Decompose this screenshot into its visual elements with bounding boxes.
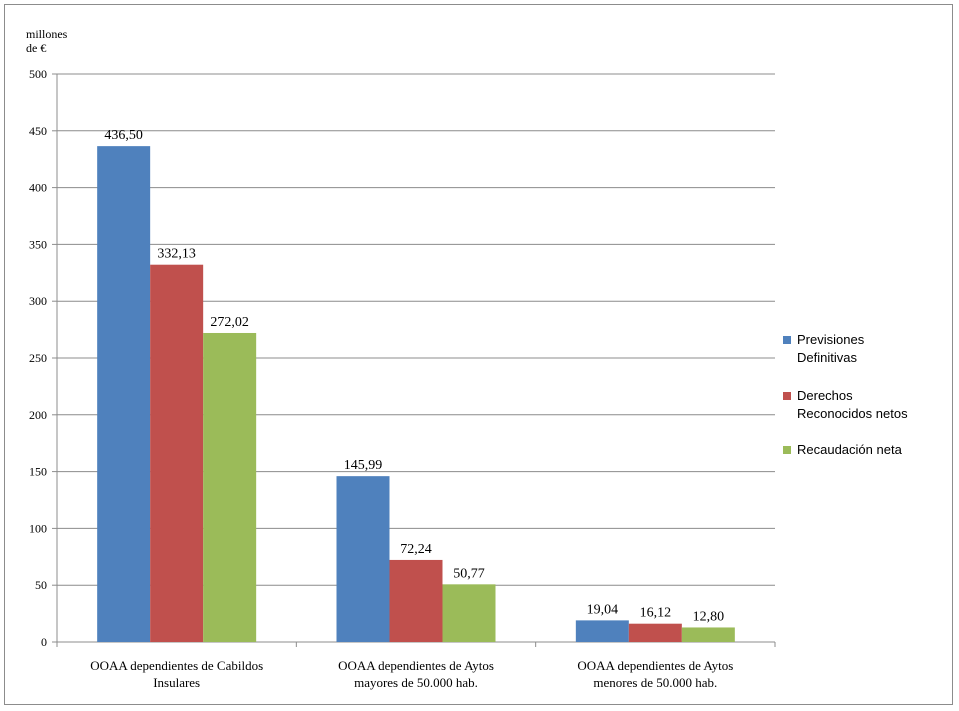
data-label: 332,13 bbox=[157, 247, 196, 262]
x-category-label: mayores de 50.000 hab. bbox=[354, 675, 478, 690]
unit-label-line: de € bbox=[26, 41, 46, 55]
data-label: 272,02 bbox=[210, 315, 249, 330]
bar bbox=[389, 559, 443, 642]
data-label: 16,12 bbox=[640, 606, 672, 621]
y-tick-label: 450 bbox=[29, 124, 47, 138]
data-label: 72,24 bbox=[400, 542, 432, 557]
data-label: 50,77 bbox=[453, 566, 485, 581]
legend-label: Previsiones bbox=[797, 332, 865, 347]
x-category-label: Insulares bbox=[153, 675, 200, 690]
y-tick-label: 0 bbox=[41, 635, 47, 649]
x-category-label: menores de 50.000 hab. bbox=[593, 675, 717, 690]
unit-label-line: millones bbox=[26, 27, 68, 41]
legend-swatch bbox=[783, 336, 791, 344]
y-tick-label: 300 bbox=[29, 294, 47, 308]
x-category-label: OOAA dependientes de Aytos bbox=[577, 658, 733, 673]
data-label: 145,99 bbox=[344, 458, 383, 473]
y-tick-label: 250 bbox=[29, 351, 47, 365]
bar bbox=[442, 584, 496, 642]
y-tick-label: 50 bbox=[35, 578, 47, 592]
y-tick-label: 100 bbox=[29, 521, 47, 535]
data-label: 436,50 bbox=[104, 128, 143, 143]
bar bbox=[681, 627, 735, 642]
data-labels: 436,50 332,13 272,02 145,99 72,24 50,77 19,04 1… bbox=[104, 128, 724, 624]
y-tick-label: 150 bbox=[29, 465, 47, 479]
y-tick-label: 400 bbox=[29, 181, 47, 195]
x-category-label: OOAA dependientes de Aytos bbox=[338, 658, 494, 673]
bars bbox=[97, 146, 735, 643]
bar bbox=[150, 264, 204, 642]
bar bbox=[628, 623, 682, 642]
y-tick-label: 350 bbox=[29, 237, 47, 251]
bar bbox=[575, 620, 629, 642]
y-tick-label: 500 bbox=[29, 67, 47, 81]
y-tick-labels: 0 50 100 150 200 250 300 350 400 450 500 bbox=[29, 67, 47, 649]
y-tick-label: 200 bbox=[29, 408, 47, 422]
x-category-labels: OOAA dependientes de Cabildos Insulares OO… bbox=[90, 658, 733, 690]
bar bbox=[203, 332, 257, 642]
bar bbox=[97, 146, 151, 643]
legend-swatch bbox=[783, 392, 791, 400]
legend: Previsiones Definitivas Derechos Reconocido… bbox=[783, 332, 908, 457]
legend-label: Definitivas bbox=[797, 350, 857, 365]
bar bbox=[336, 476, 390, 642]
legend-swatch bbox=[783, 446, 791, 454]
x-category-label: OOAA dependientes de Cabildos bbox=[90, 658, 263, 673]
data-label: 19,04 bbox=[587, 602, 619, 617]
legend-label: Derechos bbox=[797, 388, 853, 403]
legend-label: Recaudación neta bbox=[797, 442, 903, 457]
data-label: 12,80 bbox=[693, 609, 725, 624]
legend-label: Reconocidos netos bbox=[797, 406, 908, 421]
